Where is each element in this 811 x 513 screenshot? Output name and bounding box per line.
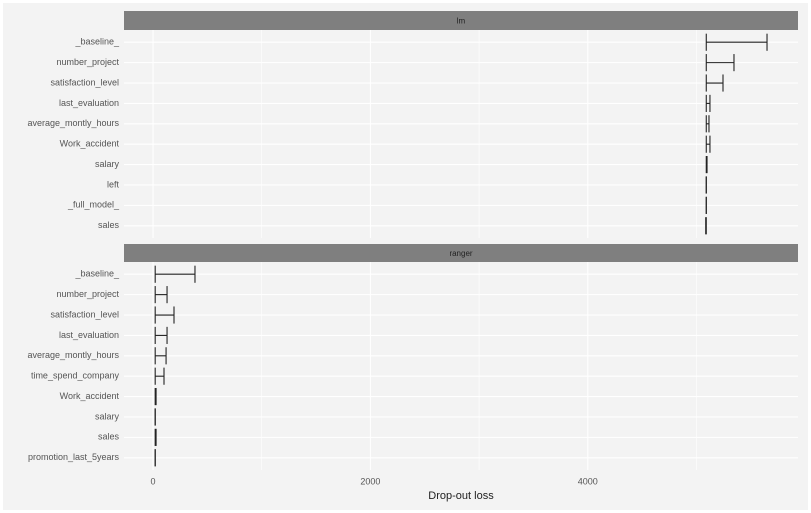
y-tick-label: promotion_last_5years (28, 452, 120, 462)
error-bar (154, 286, 168, 304)
x-axis-title: Drop-out loss (428, 490, 494, 502)
y-tick-label: number_project (56, 57, 119, 67)
error-bar (154, 265, 196, 283)
facet-title: ranger (449, 249, 472, 258)
y-tick-label: satisfaction_level (50, 309, 119, 319)
error-bar (705, 54, 735, 72)
error-bar (154, 306, 175, 324)
y-tick-label: sales (98, 432, 120, 442)
y-tick-label: satisfaction_level (50, 77, 119, 87)
error-bar (154, 347, 167, 365)
y-tick-label: _full_model_ (67, 200, 120, 210)
y-tick-label: last_evaluation (59, 330, 119, 340)
error-bar (154, 367, 165, 385)
y-tick-label: salary (95, 411, 120, 421)
x-tick-label: 4000 (578, 476, 598, 486)
y-tick-label: Work_accident (60, 391, 120, 401)
error-bar (154, 428, 157, 446)
y-tick-label: _baseline_ (74, 269, 120, 279)
error-bar (705, 156, 708, 174)
y-tick-label: salary (95, 159, 120, 169)
error-bar (705, 74, 724, 92)
error-bar (154, 326, 168, 344)
y-tick-label: number_project (56, 289, 119, 299)
facet-title: lm (457, 17, 466, 26)
error-bar (705, 94, 711, 112)
y-tick-label: time_spend_company (31, 371, 120, 381)
y-tick-label: left (107, 179, 120, 189)
x-tick-label: 0 (151, 476, 156, 486)
error-bar (154, 388, 157, 406)
y-tick-label: last_evaluation (59, 98, 119, 108)
strip (124, 244, 798, 262)
y-tick-label: average_montly_hours (27, 118, 119, 128)
error-bar (705, 115, 710, 133)
y-tick-label: sales (98, 220, 120, 230)
y-tick-label: _baseline_ (74, 37, 120, 47)
x-tick-label: 2000 (360, 476, 380, 486)
error-bar (705, 217, 707, 235)
y-tick-label: average_montly_hours (27, 350, 119, 360)
error-bar (705, 135, 711, 153)
error-bar (705, 33, 768, 51)
y-tick-label: Work_accident (60, 139, 120, 149)
strip (124, 11, 798, 30)
